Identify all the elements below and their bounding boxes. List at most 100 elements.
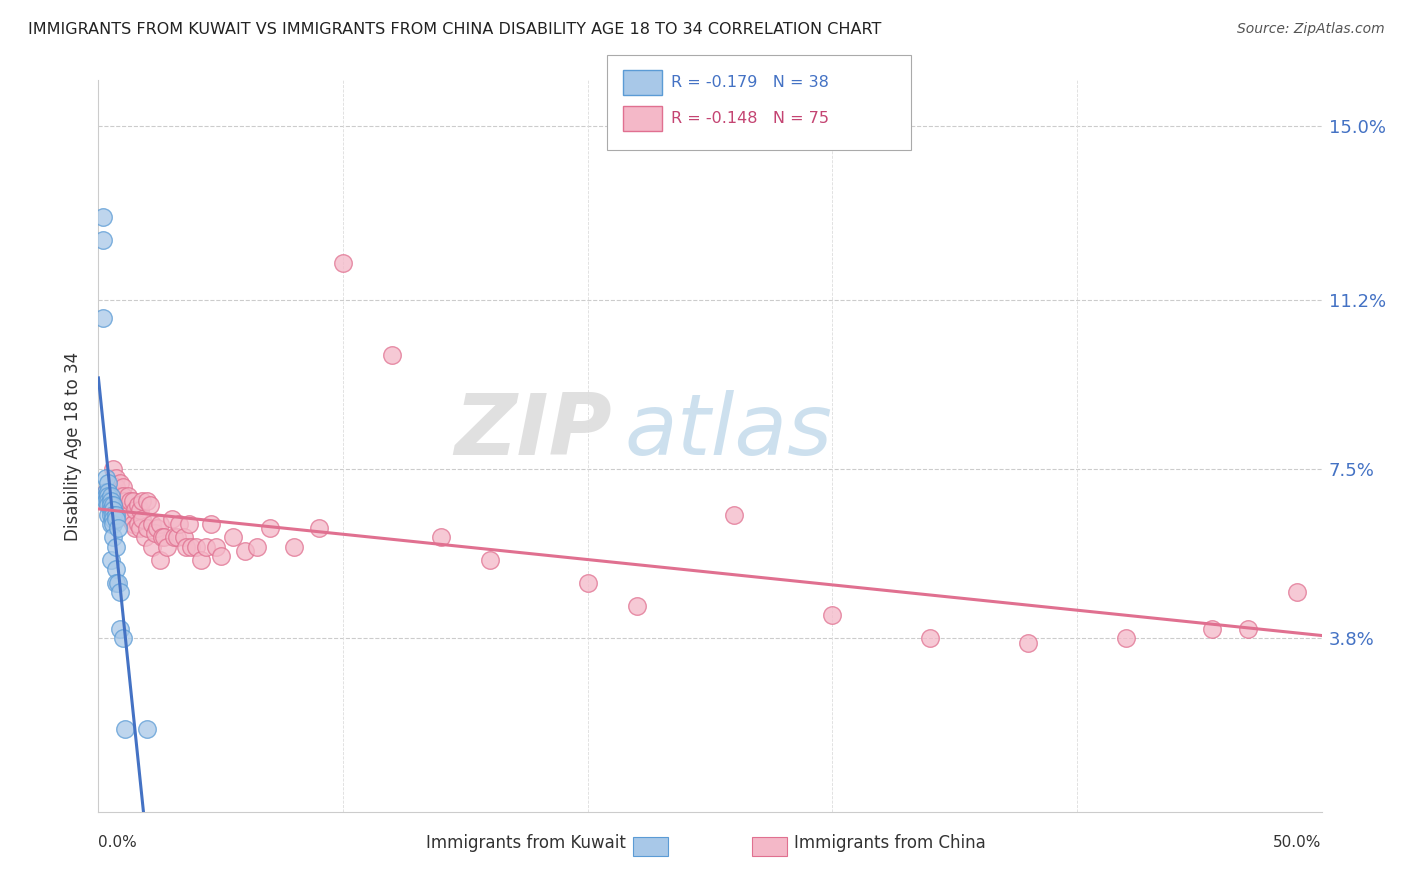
Point (111, 508, 134, 522)
Point (94, 484, 117, 499)
Point (107, 489, 129, 503)
Point (114, 503, 136, 517)
Point (1201, 622, 1223, 636)
Point (97, 499, 120, 513)
Point (101, 516, 124, 531)
Point (111, 480, 134, 494)
Point (107, 503, 129, 517)
Point (149, 553, 172, 567)
Point (101, 503, 124, 517)
Point (163, 530, 186, 544)
Point (100, 508, 122, 522)
Point (114, 493, 136, 508)
Point (821, 608, 844, 623)
Point (120, 493, 142, 508)
Point (91, 233, 114, 247)
Point (97, 489, 120, 503)
Point (91, 311, 114, 326)
Point (136, 723, 159, 737)
Text: ZIP: ZIP (454, 390, 612, 473)
Point (180, 540, 202, 554)
Point (190, 553, 212, 567)
Point (149, 516, 172, 531)
Point (94, 489, 117, 503)
Point (233, 544, 256, 558)
Point (104, 562, 127, 576)
Point (104, 540, 127, 554)
Point (97, 493, 120, 508)
Point (176, 540, 198, 554)
Point (127, 516, 149, 531)
Point (101, 512, 124, 526)
Point (283, 540, 305, 554)
Point (104, 576, 127, 591)
Point (209, 549, 232, 563)
Point (110, 585, 132, 599)
Point (1017, 635, 1039, 649)
Point (100, 489, 122, 503)
Point (91, 211, 114, 225)
Point (124, 521, 146, 535)
Point (101, 462, 124, 476)
Point (97, 475, 120, 490)
Point (166, 530, 188, 544)
Point (100, 553, 122, 567)
Text: Source: ZipAtlas.com: Source: ZipAtlas.com (1237, 22, 1385, 37)
Point (131, 512, 153, 526)
Point (222, 530, 245, 544)
Point (141, 540, 163, 554)
Point (94, 493, 117, 508)
Y-axis label: Disability Age 18 to 34: Disability Age 18 to 34 (65, 351, 83, 541)
Text: 50.0%: 50.0% (1274, 836, 1322, 850)
Point (1286, 585, 1309, 599)
Point (110, 489, 132, 503)
Point (97, 508, 120, 522)
Point (177, 516, 200, 531)
Point (920, 631, 942, 645)
Point (104, 512, 127, 526)
Point (97, 484, 120, 499)
Point (246, 540, 269, 554)
Text: atlas: atlas (624, 390, 832, 473)
Point (156, 540, 179, 554)
Point (104, 471, 127, 485)
Point (626, 599, 648, 613)
Point (1237, 622, 1260, 636)
Point (134, 530, 156, 544)
Point (104, 508, 127, 522)
Point (101, 530, 124, 544)
Point (117, 508, 139, 522)
Point (332, 256, 354, 270)
Point (114, 723, 136, 737)
Text: 0.0%: 0.0% (98, 836, 138, 850)
Point (107, 576, 129, 591)
Point (259, 521, 281, 535)
Point (195, 540, 218, 554)
Point (160, 512, 183, 526)
Point (127, 499, 149, 513)
Point (100, 493, 122, 508)
Point (129, 503, 152, 517)
Point (136, 493, 159, 508)
Text: R = -0.179   N = 38: R = -0.179 N = 38 (671, 76, 828, 90)
Point (100, 499, 122, 513)
Point (101, 499, 124, 513)
Point (186, 540, 208, 554)
Point (139, 499, 162, 513)
Point (100, 516, 122, 531)
Point (205, 540, 228, 554)
Point (381, 347, 404, 362)
Text: Immigrants from China: Immigrants from China (794, 834, 986, 852)
Point (107, 521, 129, 535)
Point (146, 521, 169, 535)
Point (136, 521, 159, 535)
Point (117, 489, 139, 503)
Point (576, 576, 599, 591)
Point (104, 480, 127, 494)
Point (153, 530, 176, 544)
Text: R = -0.148   N = 75: R = -0.148 N = 75 (671, 112, 828, 126)
Point (120, 512, 142, 526)
Point (121, 516, 143, 531)
Point (124, 503, 146, 517)
Point (101, 508, 124, 522)
